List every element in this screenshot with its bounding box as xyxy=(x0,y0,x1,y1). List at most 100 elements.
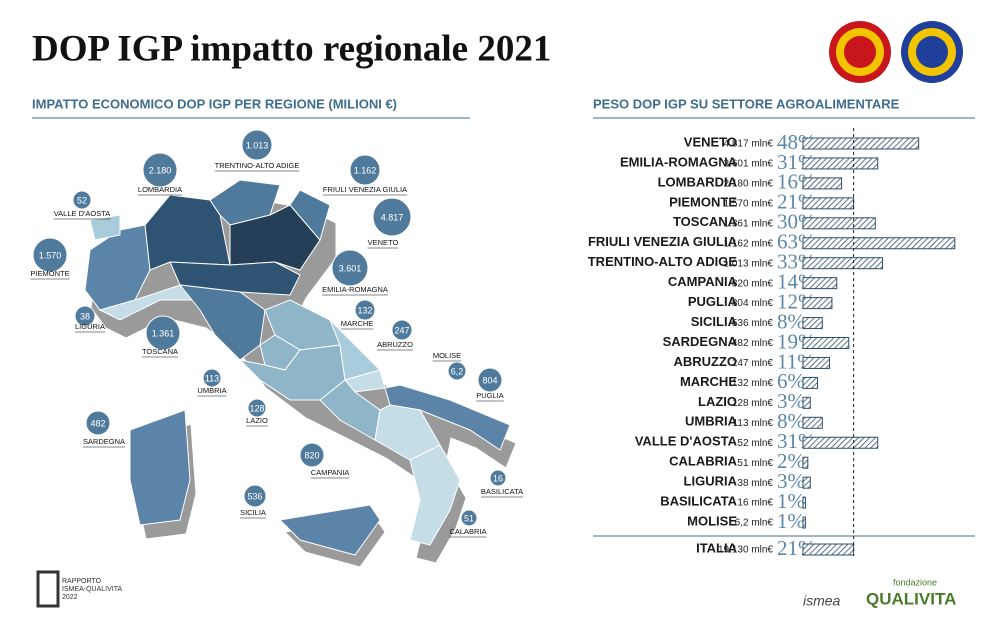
region-value: 247 xyxy=(394,325,409,335)
amount: 51 mln€ xyxy=(737,458,773,469)
amount: 128 mln€ xyxy=(732,398,774,409)
region-value: 1.162 xyxy=(354,165,377,175)
qualivita-logo: QUALIVITA xyxy=(866,589,956,608)
category-label: LAZIO xyxy=(698,394,737,409)
region-value: 16 xyxy=(493,473,503,483)
bar xyxy=(802,317,823,330)
amount: 4.817 mln€ xyxy=(724,139,774,150)
amount: 1.013 mln€ xyxy=(724,258,774,269)
category-label: VENETO xyxy=(684,134,737,149)
amount: 3.601 mln€ xyxy=(724,159,774,170)
region-bubble xyxy=(145,315,181,351)
region-name: CALABRIA xyxy=(449,527,486,536)
fondazione-text: fondazione xyxy=(893,577,937,587)
map-title: IMPATTO ECONOMICO DOP IGP PER REGIONE (M… xyxy=(32,96,397,111)
region-name: LOMBARDIA xyxy=(138,185,182,194)
amount: 1.570 mln€ xyxy=(724,198,774,209)
amount: 16 mln€ xyxy=(737,498,773,509)
region-value: 128 xyxy=(249,403,264,413)
region-name: EMILIA-ROMAGNA xyxy=(322,285,388,294)
amount: 804 mln€ xyxy=(732,298,774,309)
value-label: 6% xyxy=(777,369,805,393)
region-value: 6,2 xyxy=(451,366,464,376)
region-value: 1.570 xyxy=(39,250,62,260)
category-label: TOSCANA xyxy=(673,214,738,229)
bar xyxy=(802,137,920,150)
region-value: 1.361 xyxy=(152,328,175,338)
region-bubble xyxy=(85,410,111,436)
value-label: 3% xyxy=(777,389,805,413)
amount: 113 mln€ xyxy=(733,418,774,429)
region-bubble xyxy=(354,299,376,321)
region-value: 51 xyxy=(464,513,474,523)
region-bubble xyxy=(489,469,507,487)
region-value: 820 xyxy=(304,450,319,460)
italy-map xyxy=(84,179,517,568)
bar xyxy=(802,217,876,230)
region-name: LIGURIA xyxy=(75,322,105,331)
logos xyxy=(829,21,963,83)
region-value: 38 xyxy=(80,311,90,321)
region-name: VENETO xyxy=(368,238,399,247)
value-label: 3% xyxy=(777,469,805,493)
amount: 820 mln€ xyxy=(732,278,774,289)
bar xyxy=(802,516,806,529)
report-logo: RAPPORTO ISMEA-QUALIVITA 2022 xyxy=(36,570,122,608)
amount: 2.180 mln€ xyxy=(724,179,774,190)
amount: 482 mln€ xyxy=(732,338,774,349)
category-label: CAMPANIA xyxy=(668,274,738,289)
bar xyxy=(802,376,818,389)
amount: 247 mln€ xyxy=(732,358,774,369)
region-value: 52 xyxy=(77,195,87,205)
amount: 6,2 mln€ xyxy=(735,518,774,529)
title: DOP IGP impatto regionale 2021 xyxy=(32,28,551,69)
region-name: VALLE D'AOSTA xyxy=(54,209,111,218)
category-label: PUGLIA xyxy=(688,294,738,309)
region-bubble xyxy=(391,319,413,341)
bar xyxy=(802,297,833,310)
ismea-logo: ismea xyxy=(803,593,841,609)
region-bubble xyxy=(447,361,467,381)
amount: 132 mln€ xyxy=(732,378,774,389)
region-value: 1.013 xyxy=(246,140,269,150)
category-label: CALABRIA xyxy=(669,454,737,469)
region-name: TRENTINO-ALTO ADIGE xyxy=(215,161,300,170)
value-label: 1% xyxy=(777,509,805,533)
value-label: 2% xyxy=(777,449,805,473)
report-text: RAPPORTO xyxy=(62,578,102,585)
region-name: UMBRIA xyxy=(197,386,226,395)
category-label: MARCHE xyxy=(680,374,737,389)
bar xyxy=(802,456,809,469)
region-value: 113 xyxy=(205,373,219,383)
category-label: MOLISE xyxy=(687,513,737,528)
region-bubble xyxy=(243,484,267,508)
bar xyxy=(802,476,811,489)
region-bubble xyxy=(460,509,478,527)
bar xyxy=(802,197,855,210)
region-bubble xyxy=(241,129,273,161)
region-value: 536 xyxy=(247,491,262,501)
category-label: LIGURIA xyxy=(684,474,738,489)
region-bubble xyxy=(72,190,92,210)
region-value: 4.817 xyxy=(381,212,404,222)
chart-title: PESO DOP IGP SU SETTORE AGROALIMENTARE xyxy=(593,96,900,111)
region-name: TOSCANA xyxy=(142,347,178,356)
bar xyxy=(802,337,850,349)
region-bubble xyxy=(247,398,267,418)
bar xyxy=(802,257,884,270)
region-bubble xyxy=(299,442,325,468)
amount: 52 mln€ xyxy=(737,438,773,449)
region-bubble xyxy=(142,152,178,188)
category-label: LOMBARDIA xyxy=(658,174,738,189)
amount: 19.130 mln€ xyxy=(718,545,773,556)
region-name: FRIULI VENEZIA GIULIA xyxy=(323,185,407,194)
report-text: ISMEA-QUALIVITA xyxy=(62,586,122,593)
region-value: 482 xyxy=(90,418,105,428)
region-bubble xyxy=(331,249,369,287)
category-label: VALLE D'AOSTA xyxy=(635,434,738,449)
region-name: SICILIA xyxy=(240,508,266,517)
region-bubble xyxy=(349,154,381,186)
value-label: 8% xyxy=(777,409,805,433)
bar xyxy=(802,237,956,250)
amount: 38 mln€ xyxy=(737,478,773,489)
